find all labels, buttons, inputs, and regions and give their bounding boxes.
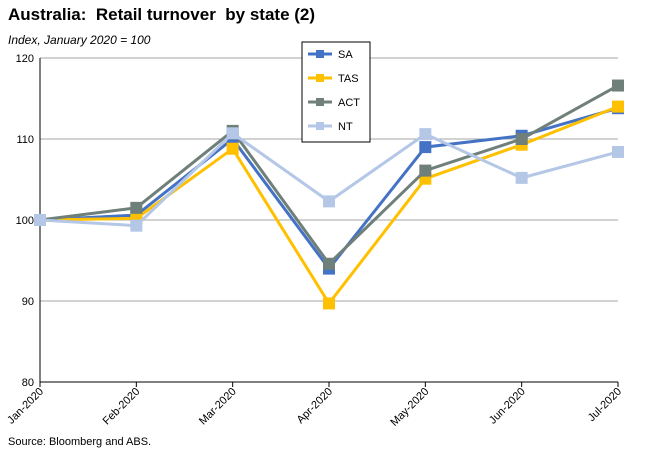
data-point-act xyxy=(323,257,335,270)
data-point-act xyxy=(130,201,143,214)
legend-label-act: ACT xyxy=(338,97,360,109)
data-point-tas xyxy=(612,100,624,113)
data-point-act xyxy=(515,133,528,145)
y-tick-label: 90 xyxy=(22,296,34,308)
series-line-nt xyxy=(39,131,619,228)
data-point-nt xyxy=(419,128,432,141)
y-tick-label: 120 xyxy=(16,53,34,65)
data-point-nt xyxy=(34,214,46,226)
x-tick-label: Mar-2020 xyxy=(197,386,239,428)
data-point-nt xyxy=(323,195,335,208)
data-point-act xyxy=(612,79,624,92)
x-tick-label: Jun-2020 xyxy=(487,386,528,427)
data-point-nt xyxy=(612,145,624,158)
x-tick-label: Apr-2020 xyxy=(295,386,335,426)
y-tick-label: 100 xyxy=(16,215,34,227)
x-tick-label: May-2020 xyxy=(388,386,431,429)
legend-marker-nt xyxy=(316,122,324,130)
data-point-nt xyxy=(226,127,239,140)
legend-label-tas: TAS xyxy=(338,73,359,85)
data-point-tas xyxy=(323,297,335,310)
data-point-act xyxy=(419,164,432,177)
legend-marker-sa xyxy=(316,50,324,58)
series-group xyxy=(34,79,624,310)
data-point-nt xyxy=(130,219,143,232)
x-tick-label: Feb-2020 xyxy=(101,386,143,428)
y-tick-label: 110 xyxy=(16,134,34,146)
source-note: Source: Bloomberg and ABS. xyxy=(8,436,152,448)
legend-marker-act xyxy=(316,98,324,106)
y-tick-label: 80 xyxy=(22,377,34,389)
legend: SA TAS ACT NT xyxy=(301,41,371,143)
chart-title: Australia: Retail turnover by state (2) xyxy=(8,5,316,24)
data-point-tas xyxy=(226,142,239,155)
data-point-nt xyxy=(515,171,528,184)
legend-label-sa: SA xyxy=(338,49,353,61)
chart-subtitle: Index, January 2020 = 100 xyxy=(8,33,151,47)
legend-label-nt: NT xyxy=(338,121,353,133)
x-tick-label: Jul-2020 xyxy=(586,386,624,424)
x-tick-label: Jan-2020 xyxy=(5,386,46,427)
legend-marker-tas xyxy=(316,74,324,82)
data-point-sa xyxy=(419,141,432,154)
